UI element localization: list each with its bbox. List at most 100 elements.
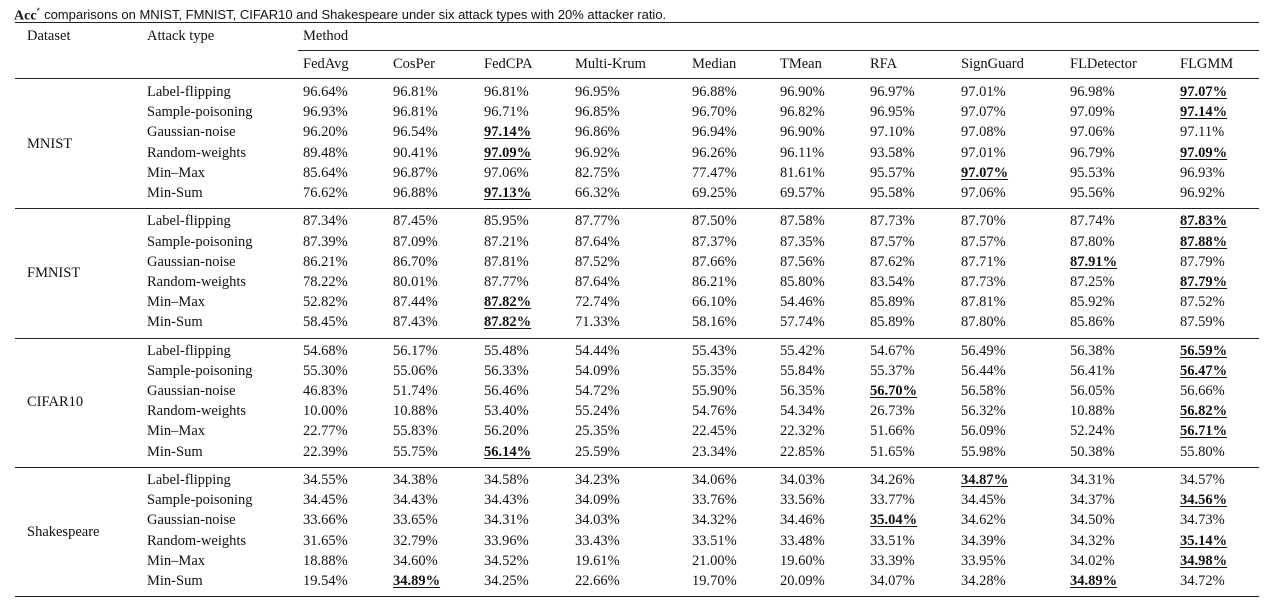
cell-value: 34.89%	[1070, 572, 1118, 589]
cell-value: 87.57%	[870, 233, 915, 250]
cell-value: 56.70%	[870, 383, 918, 399]
cell-value: 96.85%	[575, 104, 620, 121]
cell-value: 56.32%	[961, 403, 1006, 420]
cell-value: 34.43%	[484, 492, 529, 509]
cell-value: 87.71%	[961, 253, 1006, 270]
attack-type: Random-weights	[147, 403, 247, 420]
cell-value: 87.43%	[393, 314, 438, 331]
attack-type: Label-flipping	[147, 342, 231, 359]
cell-value: 18.88%	[303, 552, 348, 569]
cell-value: 56.47%	[1180, 362, 1228, 379]
cell-value: 97.11%	[1180, 124, 1225, 141]
cell-value: 55.83%	[393, 423, 438, 440]
cell-value: 52.82%	[303, 294, 348, 311]
attack-type: Min-Sum	[147, 314, 203, 331]
cell-value: 97.07%	[961, 164, 1009, 181]
cell-value: 87.64%	[575, 233, 620, 250]
caption: Acc* comparisons on MNIST, FMNIST, CIFAR1…	[14, 2, 666, 25]
cell-value: 34.50%	[1070, 512, 1115, 529]
cell-value: 87.52%	[575, 253, 620, 270]
cell-value: 56.20%	[484, 423, 529, 440]
cell-value: 56.82%	[1180, 403, 1228, 420]
cell-value: 56.17%	[393, 342, 438, 359]
cell-value: 56.71%	[1180, 423, 1228, 440]
cell-value: 56.05%	[1070, 383, 1115, 399]
attack-type: Label-flipping	[147, 213, 231, 230]
cell-value: 87.70%	[961, 213, 1006, 230]
cell-value: 87.56%	[780, 253, 825, 270]
cell-value: 85.89%	[870, 314, 915, 331]
cell-value: 96.90%	[780, 124, 825, 141]
method-name: RFA	[870, 56, 898, 72]
cell-value: 97.13%	[484, 185, 532, 201]
cell-value: 87.66%	[692, 253, 737, 270]
cell-value: 54.67%	[870, 342, 915, 359]
attack-type: Min–Max	[147, 164, 205, 181]
cell-value: 97.08%	[961, 124, 1006, 141]
cell-value: 87.80%	[1070, 233, 1115, 250]
attack-type: Min–Max	[147, 294, 205, 311]
cell-value: 58.16%	[692, 314, 737, 331]
cell-value: 34.52%	[484, 552, 529, 569]
cell-value: 96.95%	[870, 104, 915, 121]
cell-value: 19.60%	[780, 552, 825, 569]
cell-value: 33.96%	[484, 532, 529, 549]
cell-value: 54.34%	[780, 403, 825, 420]
cell-value: 83.54%	[870, 273, 915, 290]
cell-value: 56.38%	[1070, 342, 1115, 359]
method-name: Multi-Krum	[575, 56, 646, 72]
cell-value: 54.68%	[303, 342, 348, 359]
cell-value: 97.01%	[961, 144, 1006, 161]
cell-value: 87.09%	[393, 233, 438, 250]
cell-value: 96.98%	[1070, 84, 1115, 100]
cell-value: 87.44%	[393, 294, 438, 311]
attack-type: Gaussian-noise	[147, 253, 236, 270]
cell-value: 96.81%	[393, 104, 438, 121]
cell-value: 23.34%	[692, 443, 737, 460]
cell-value: 26.73%	[870, 403, 915, 420]
cell-value: 93.58%	[870, 144, 915, 161]
cell-value: 52.24%	[1070, 423, 1115, 440]
cell-value: 56.35%	[780, 383, 825, 399]
cell-value: 54.76%	[692, 403, 737, 420]
cell-value: 34.98%	[1180, 552, 1228, 569]
cell-value: 96.81%	[393, 84, 438, 100]
cell-value: 96.87%	[393, 164, 438, 181]
cell-value: 97.06%	[961, 185, 1006, 201]
cell-value: 46.83%	[303, 383, 348, 399]
cell-value: 33.56%	[780, 492, 825, 509]
cell-value: 54.09%	[575, 362, 620, 379]
cell-value: 86.21%	[303, 253, 348, 270]
cell-value: 55.42%	[780, 342, 825, 359]
cell-value: 87.82%	[484, 314, 532, 331]
cell-value: 34.60%	[393, 552, 438, 569]
cell-value: 55.98%	[961, 443, 1006, 460]
cell-value: 19.61%	[575, 552, 620, 569]
cell-value: 87.91%	[1070, 253, 1118, 270]
cell-value: 90.41%	[393, 144, 438, 161]
cell-value: 34.62%	[961, 512, 1006, 529]
cell-value: 34.03%	[575, 512, 620, 529]
cell-value: 51.74%	[393, 383, 438, 399]
cell-value: 87.83%	[1180, 213, 1228, 230]
cell-value: 87.58%	[780, 213, 825, 230]
cell-value: 22.45%	[692, 423, 737, 440]
cell-value: 55.24%	[575, 403, 620, 420]
cell-value: 25.35%	[575, 423, 620, 440]
dataset-name: FMNIST	[27, 264, 81, 281]
dataset-name: Shakespeare	[27, 523, 100, 540]
cell-value: 34.31%	[484, 512, 529, 529]
cell-value: 87.88%	[1180, 233, 1228, 250]
cell-value: 96.26%	[692, 144, 737, 161]
cell-value: 34.45%	[961, 492, 1006, 509]
cell-value: 10.88%	[393, 403, 438, 420]
attack-type: Random-weights	[147, 273, 247, 290]
cell-value: 87.77%	[575, 213, 620, 230]
cell-value: 19.54%	[303, 572, 348, 589]
cell-value: 34.32%	[1070, 532, 1115, 549]
cell-value: 56.41%	[1070, 362, 1115, 379]
cell-value: 19.70%	[692, 572, 737, 589]
header-rule	[15, 78, 1259, 79]
top-rule	[15, 22, 1259, 23]
cell-value: 96.64%	[303, 84, 348, 100]
